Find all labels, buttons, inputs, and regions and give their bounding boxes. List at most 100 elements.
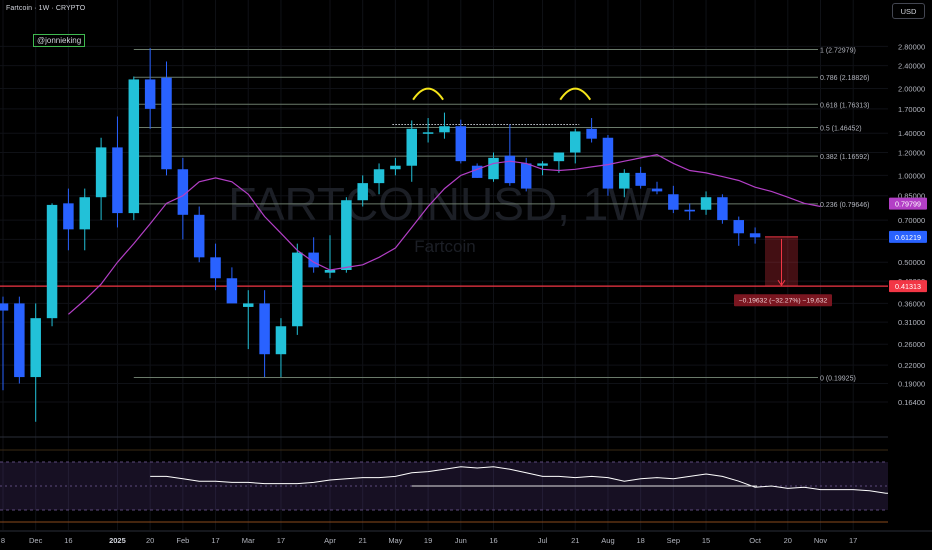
candle-body xyxy=(439,126,450,133)
candle-body xyxy=(700,197,712,210)
candle-body xyxy=(161,77,172,170)
candle-body xyxy=(144,79,156,109)
measure-arrow-head xyxy=(777,279,786,287)
time-tick-label: 17 xyxy=(849,536,857,545)
candle-body xyxy=(553,152,565,162)
time-tick-label: 8 xyxy=(1,536,5,545)
price-tick-label: 2.00000 xyxy=(898,85,925,94)
fib-level-label: 0.618 (1.76313) xyxy=(820,102,869,109)
candle-body xyxy=(455,126,467,162)
price-tick-label: 0.31000 xyxy=(898,318,925,327)
candle-body xyxy=(0,303,9,311)
rsi-line xyxy=(150,466,903,495)
price-tick-label: 0.36000 xyxy=(898,299,925,308)
candle-body xyxy=(586,128,597,139)
time-tick-label: Jun xyxy=(455,536,467,545)
price-tick-label: 0.85000 xyxy=(898,192,925,201)
time-tick-label: 21 xyxy=(571,536,579,545)
head-arcs xyxy=(412,87,592,101)
currency-button[interactable]: USD xyxy=(892,3,925,19)
candle-body xyxy=(226,278,238,304)
candle-body xyxy=(128,79,140,214)
candle-body xyxy=(749,233,761,238)
price-badge-label: 0.61219 xyxy=(895,233,921,242)
candle-body xyxy=(243,303,254,307)
candle-body xyxy=(210,257,221,279)
candle-body xyxy=(651,188,663,192)
candle-body xyxy=(668,194,679,210)
fib-level-label: 1 (2.72979) xyxy=(820,48,856,55)
time-axis: 8 Dec 16 2025 20 Feb 17 Mar 17 Apr 21 May 19 Jun 16 Jul… xyxy=(0,530,932,545)
fib-level-label: 0 (0.19925) xyxy=(820,376,856,383)
time-tick-label: May xyxy=(388,536,402,545)
candle-body xyxy=(46,204,58,319)
candle-body xyxy=(406,128,417,166)
price-tick-label: 1.70000 xyxy=(898,105,925,114)
price-tick-label: 2.80000 xyxy=(898,42,925,51)
candle-body xyxy=(177,169,189,215)
candle-body xyxy=(63,203,74,230)
candle-body xyxy=(259,303,270,355)
candle-body xyxy=(112,147,123,214)
price-axis: 2.80000 2.40000 2.00000 1.70000 1.40000 1.200… xyxy=(888,0,932,550)
candles xyxy=(0,48,761,422)
candle-body xyxy=(488,157,499,180)
fib-level-label: 0.236 (0.79646) xyxy=(820,202,869,209)
price-badge xyxy=(889,197,927,210)
price-tick-label: 1.20000 xyxy=(898,149,925,158)
time-tick-label: 16 xyxy=(64,536,72,545)
time-tick-label: Oct xyxy=(749,536,762,545)
symbol-header: Fartcoin · 1W · CRYPTO xyxy=(6,5,86,12)
time-tick-label: Jul xyxy=(538,536,548,545)
measure-label: −0.19632 (−32.27%) −19,632 xyxy=(739,298,828,305)
time-tick-label: 18 xyxy=(636,536,644,545)
candle-body xyxy=(357,183,368,201)
candle-body xyxy=(504,155,516,184)
candle-body xyxy=(14,303,25,378)
candle-body xyxy=(390,165,401,170)
candle-body xyxy=(537,163,548,166)
candle-body xyxy=(341,200,352,270)
time-tick-label: Nov xyxy=(814,536,828,545)
candle-body xyxy=(471,165,483,178)
time-tick-label: 2025 xyxy=(109,536,126,545)
candle-body xyxy=(570,131,581,153)
price-tick-label: 1.00000 xyxy=(898,171,925,180)
time-tick-label: 21 xyxy=(359,536,367,545)
time-tick-label: Dec xyxy=(29,536,43,545)
price-tick-label: 0.16400 xyxy=(898,398,925,407)
candle-body xyxy=(193,214,205,258)
time-tick-label: 20 xyxy=(784,536,792,545)
price-tick-label: 0.19000 xyxy=(898,379,925,388)
candle-body xyxy=(733,220,744,234)
author-tag: @jonnieking xyxy=(33,34,86,47)
price-tick-label: 1.40000 xyxy=(898,129,925,138)
candle-body xyxy=(30,318,41,378)
price-tick-label: 0.50000 xyxy=(898,258,925,267)
peak-arc xyxy=(559,87,592,101)
candle-body xyxy=(95,147,107,198)
candle-body xyxy=(602,137,614,189)
candle-body xyxy=(684,209,695,212)
time-tick-label: 17 xyxy=(277,536,285,545)
time-tick-label: Sep xyxy=(667,536,680,545)
time-tick-label: 17 xyxy=(211,536,219,545)
time-tick-label: Apr xyxy=(324,536,336,545)
price-tick-label: 0.22000 xyxy=(898,361,925,370)
fib-level-label: 0.382 (1.16592) xyxy=(820,154,869,161)
candle-body xyxy=(520,163,532,189)
price-badge-label: 0.41313 xyxy=(895,282,921,291)
candle-body xyxy=(308,252,319,268)
candle-body xyxy=(275,326,287,355)
price-range-measure: −0.19632 (−32.27%) −19,632 xyxy=(734,236,832,307)
candle-body xyxy=(79,197,90,230)
candle-body xyxy=(292,252,303,327)
time-tick-label: 19 xyxy=(424,536,432,545)
time-tick-label: Aug xyxy=(601,536,614,545)
fib-level-label: 0.786 (2.18826) xyxy=(820,75,869,82)
time-tick-label: 20 xyxy=(146,536,154,545)
time-tick-label: Feb xyxy=(176,536,189,545)
candle-body xyxy=(324,269,336,273)
candle-body xyxy=(619,172,630,189)
